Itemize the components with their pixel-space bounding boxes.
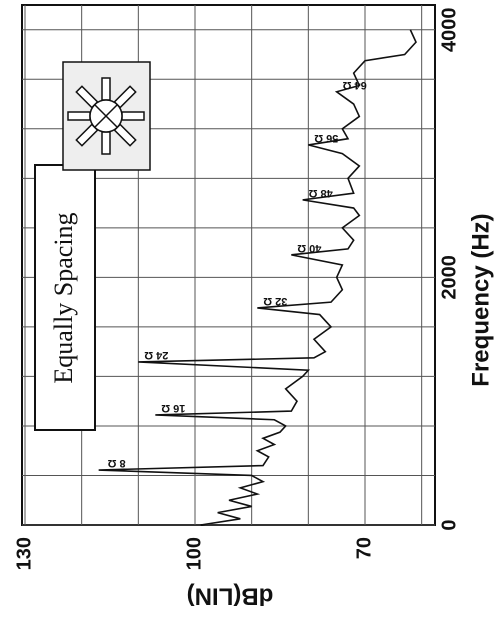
spectrum-line bbox=[98, 29, 417, 526]
peak-label: 56 Ω bbox=[314, 132, 338, 144]
peak-label: 32 Ω bbox=[263, 295, 287, 307]
peak-label: 24 Ω bbox=[144, 349, 168, 361]
peak-label: 8 Ω bbox=[107, 457, 125, 469]
x-tick-label: 0 bbox=[438, 519, 460, 530]
peak-label: 64 Ω bbox=[342, 79, 366, 91]
peak-label: 16 Ω bbox=[161, 402, 185, 414]
peak-label: 40 Ω bbox=[297, 242, 321, 254]
y-tick-label: 130 bbox=[13, 537, 35, 570]
inset-label: Equally Spacing bbox=[49, 212, 78, 383]
x-axis-label: Frequency (Hz) bbox=[467, 213, 494, 386]
x-tick-label: 2000 bbox=[438, 255, 460, 300]
fan-icon bbox=[62, 61, 151, 171]
x-tick-label: 4000 bbox=[438, 8, 460, 53]
peak-label: 48 Ω bbox=[308, 187, 332, 199]
y-tick-label: 70 bbox=[353, 537, 375, 559]
y-tick-label: 100 bbox=[183, 537, 205, 570]
rotated-chart: Equally Spacing Frequency (Hz) dB(LIN) 0… bbox=[13, 4, 494, 610]
y-axis-label: dB(LIN) bbox=[187, 583, 274, 610]
